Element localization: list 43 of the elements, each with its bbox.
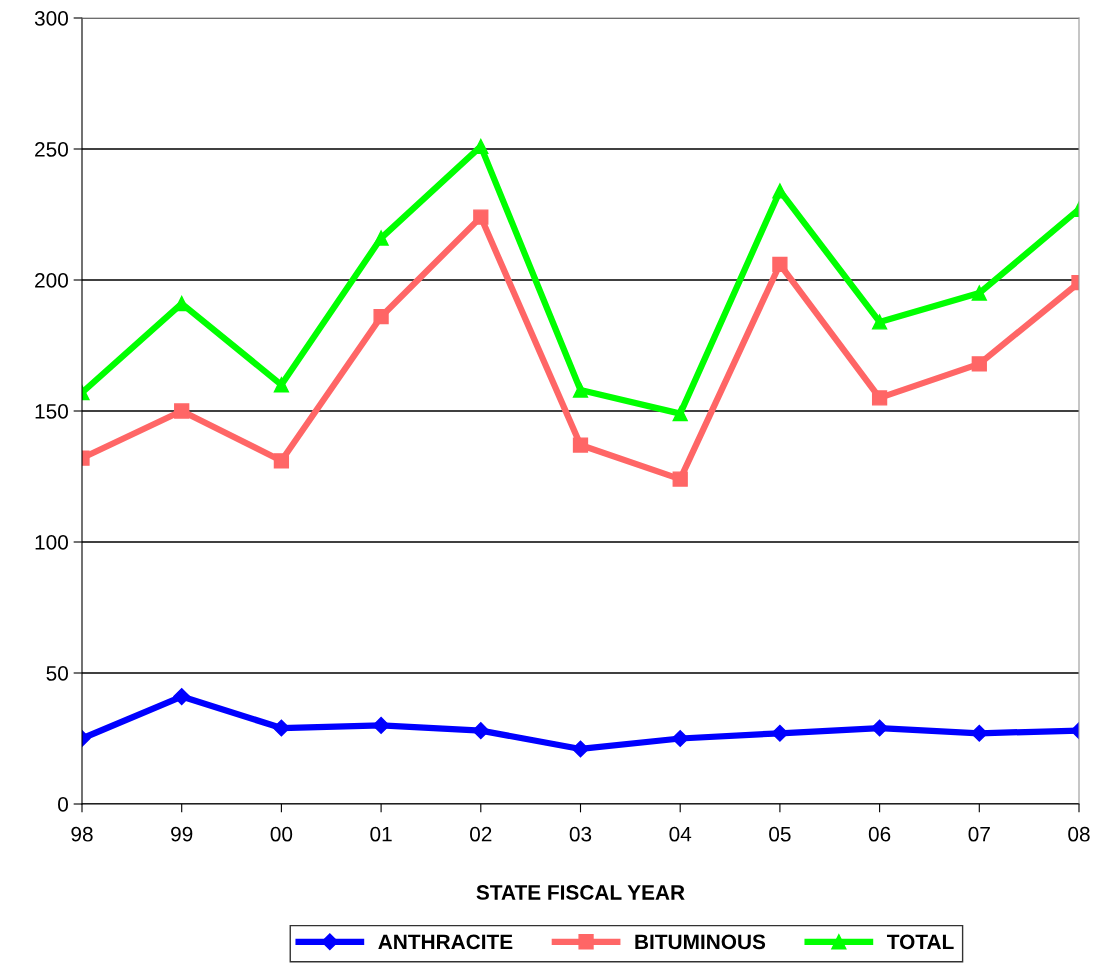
point bbox=[971, 356, 987, 372]
x-tick-label: 07 bbox=[968, 826, 990, 842]
legend-label: BITUMINOUS bbox=[635, 934, 766, 950]
x-tick-label: 00 bbox=[270, 826, 293, 842]
legend-label: TOTAL bbox=[886, 934, 954, 950]
point bbox=[772, 256, 788, 272]
point bbox=[871, 719, 889, 737]
x-axis-title: STATE FISCAL YEAR bbox=[476, 885, 685, 900]
legend-label: ANTHRACITE bbox=[378, 934, 513, 950]
point bbox=[173, 688, 191, 706]
y-tick-label: 300 bbox=[34, 11, 68, 26]
point bbox=[772, 183, 788, 199]
y-tick-label: 50 bbox=[46, 666, 68, 681]
point bbox=[871, 390, 888, 406]
point bbox=[473, 209, 489, 225]
x-tick-label: 06 bbox=[868, 826, 891, 842]
point bbox=[373, 230, 389, 246]
y-tick-label: 150 bbox=[35, 404, 68, 419]
point bbox=[571, 740, 590, 758]
point bbox=[273, 377, 290, 393]
y-tick-label: 200 bbox=[35, 273, 68, 288]
point bbox=[671, 729, 689, 748]
point bbox=[672, 471, 688, 487]
point bbox=[971, 285, 987, 301]
x-tick-label: 99 bbox=[171, 826, 193, 842]
x-tick-label: 08 bbox=[1068, 826, 1090, 842]
point bbox=[871, 314, 888, 330]
x-tick-label: 05 bbox=[769, 826, 791, 842]
point bbox=[373, 309, 389, 325]
point bbox=[572, 437, 589, 453]
y-tick-label: 100 bbox=[35, 535, 68, 550]
y-tick-label: 0 bbox=[58, 797, 68, 812]
x-tick-label: 03 bbox=[569, 826, 592, 842]
point bbox=[472, 722, 490, 740]
y-tick-label: 250 bbox=[35, 142, 68, 157]
x-tick-label: 04 bbox=[669, 826, 692, 842]
x-tick-label: 98 bbox=[71, 826, 93, 842]
point bbox=[174, 403, 190, 419]
point bbox=[273, 453, 290, 469]
point bbox=[672, 405, 688, 422]
point bbox=[572, 382, 589, 398]
x-tick-label: 01 bbox=[370, 826, 392, 842]
x-tick-label: 02 bbox=[470, 826, 492, 842]
